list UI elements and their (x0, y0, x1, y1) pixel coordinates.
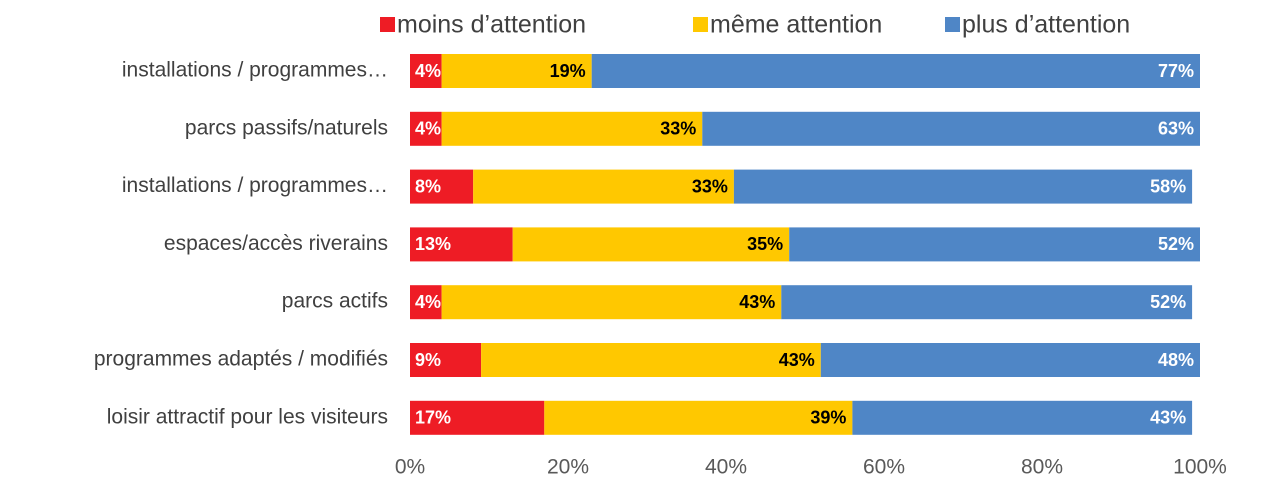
bar-segment (544, 400, 853, 435)
bar-segment (481, 343, 821, 377)
bar-segment (789, 227, 1200, 262)
value-label: 4% (415, 61, 441, 81)
bar-segment (473, 169, 734, 204)
bar-segment (512, 227, 790, 262)
value-label: 19% (550, 61, 586, 81)
legend-label: même attention (710, 11, 882, 39)
value-label: 33% (692, 176, 728, 196)
bar-segment (781, 285, 1193, 320)
legend-swatch (945, 17, 960, 32)
x-tick-label: 60% (863, 456, 905, 479)
legend-label: moins d’attention (397, 11, 586, 39)
x-tick-label: 100% (1173, 456, 1227, 479)
bar-segment (410, 343, 482, 377)
value-label: 4% (415, 292, 441, 312)
bar-segment (702, 111, 1200, 146)
bar-segment (441, 285, 782, 320)
value-label: 39% (810, 408, 846, 428)
legend-label: plus d’attention (962, 11, 1130, 39)
value-label: 48% (1158, 350, 1194, 370)
value-label: 43% (779, 350, 815, 370)
value-label: 35% (747, 234, 783, 254)
category-label: espaces/accès riverains (164, 232, 388, 255)
bar-segment (410, 285, 442, 320)
value-label: 58% (1150, 176, 1186, 196)
value-label: 4% (415, 119, 441, 139)
value-label: 77% (1158, 61, 1194, 81)
category-label: installations / programmes… (122, 174, 388, 197)
value-label: 43% (739, 292, 775, 312)
bar-segment (410, 400, 545, 435)
bar-segment (441, 111, 703, 146)
bar-segment (441, 54, 592, 88)
bar-segment (410, 54, 442, 88)
bar-segment (410, 111, 442, 146)
x-tick-label: 20% (547, 456, 589, 479)
bar-segment (852, 400, 1193, 435)
bar-segment (591, 54, 1200, 88)
bar-segment (410, 169, 474, 204)
value-label: 33% (660, 119, 696, 139)
value-label: 52% (1158, 234, 1194, 254)
bar-segment (820, 343, 1200, 377)
value-label: 13% (415, 234, 451, 254)
category-label: loisir attractif pour les visiteurs (107, 405, 388, 428)
value-label: 52% (1150, 292, 1186, 312)
value-label: 9% (415, 350, 441, 370)
value-label: 63% (1158, 119, 1194, 139)
bar-segment (410, 227, 513, 262)
x-tick-label: 40% (705, 456, 747, 479)
category-label: parcs actifs (282, 290, 388, 313)
category-label: parcs passifs/naturels (185, 116, 388, 139)
category-label: programmes adaptés / modifiés (94, 348, 388, 371)
value-label: 43% (1150, 408, 1186, 428)
value-label: 17% (415, 408, 451, 428)
value-label: 8% (415, 176, 441, 196)
bar-segment (733, 169, 1193, 204)
x-tick-label: 0% (395, 456, 425, 479)
legend-swatch (380, 17, 395, 32)
x-tick-label: 80% (1021, 456, 1063, 479)
category-label: installations / programmes… (122, 59, 388, 82)
legend-swatch (693, 17, 708, 32)
